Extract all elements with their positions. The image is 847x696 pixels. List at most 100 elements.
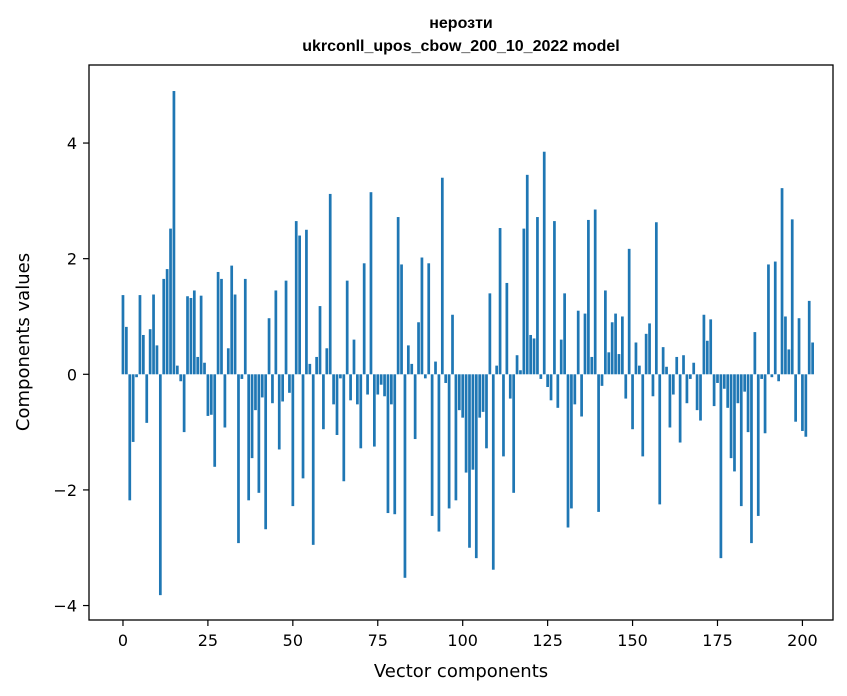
bar xyxy=(587,219,590,375)
bar xyxy=(580,374,583,417)
plot-frame xyxy=(88,64,834,621)
y-tick-label: 0 xyxy=(67,365,77,384)
bar xyxy=(525,174,529,375)
bar xyxy=(770,374,774,378)
bar xyxy=(515,355,519,375)
bar xyxy=(444,374,448,383)
bar xyxy=(807,300,811,375)
bar xyxy=(678,374,682,443)
bar xyxy=(301,374,305,479)
bar xyxy=(230,265,234,375)
chart-subtitle: ukrconll_upos_cbow_200_10_2022 model xyxy=(302,38,619,55)
bar xyxy=(179,374,183,382)
bar xyxy=(729,374,733,459)
bar xyxy=(192,290,196,375)
bar xyxy=(570,374,573,509)
bar xyxy=(797,318,801,375)
bar xyxy=(369,192,373,375)
bar xyxy=(505,282,509,375)
bar xyxy=(410,363,414,375)
y-tick-label: −4 xyxy=(53,597,77,616)
bar xyxy=(427,263,431,375)
bar xyxy=(702,314,706,375)
bar xyxy=(790,219,794,375)
bar xyxy=(631,374,634,430)
bar xyxy=(298,235,301,375)
bar xyxy=(644,333,648,375)
bar xyxy=(546,374,549,388)
bar xyxy=(604,290,607,375)
bar xyxy=(318,306,322,375)
bar xyxy=(746,374,750,433)
bar xyxy=(750,374,753,544)
x-tick-label: 50 xyxy=(283,631,303,650)
bar xyxy=(471,374,475,470)
bar xyxy=(305,229,308,375)
bar xyxy=(254,374,257,411)
bar xyxy=(396,217,400,375)
bar xyxy=(590,356,594,375)
bar xyxy=(325,348,329,375)
bar xyxy=(682,355,685,375)
x-tick-label: 75 xyxy=(368,631,388,650)
bar xyxy=(777,374,780,382)
bar xyxy=(617,354,621,375)
bar xyxy=(393,374,397,515)
bar xyxy=(345,280,349,375)
bar xyxy=(536,217,539,375)
bar xyxy=(692,362,696,375)
bars-group xyxy=(121,91,814,596)
bar xyxy=(787,349,791,375)
bar xyxy=(274,290,278,375)
bar xyxy=(753,332,757,375)
bar xyxy=(454,374,458,501)
bar xyxy=(328,193,332,375)
bar xyxy=(474,374,478,559)
bar xyxy=(131,374,135,442)
bar xyxy=(406,345,410,375)
bar xyxy=(437,374,441,532)
bar xyxy=(529,334,532,375)
bar xyxy=(719,374,723,559)
bar xyxy=(502,374,505,457)
bar xyxy=(736,374,740,404)
bar xyxy=(675,356,679,375)
bar xyxy=(597,374,600,512)
bar xyxy=(627,248,631,375)
bar xyxy=(240,374,244,379)
x-tick-label: 200 xyxy=(787,631,818,650)
bar xyxy=(186,296,189,375)
bar xyxy=(349,374,352,401)
y-axis: −4 −2 0 2 4 xyxy=(53,134,89,616)
bar xyxy=(512,374,516,493)
bar xyxy=(685,374,689,404)
bar xyxy=(811,342,814,375)
bar xyxy=(661,347,665,375)
bar xyxy=(478,374,482,418)
bar xyxy=(658,374,662,505)
bar xyxy=(542,151,546,375)
bar xyxy=(260,374,264,398)
bar xyxy=(573,374,577,405)
y-tick-label: −2 xyxy=(53,481,77,500)
bar xyxy=(733,374,736,472)
bar xyxy=(294,221,298,375)
bar xyxy=(519,370,522,375)
bar xyxy=(148,329,152,375)
bar xyxy=(468,374,471,548)
bar xyxy=(434,361,437,375)
bar xyxy=(216,271,220,375)
bar xyxy=(264,374,268,530)
bar xyxy=(281,374,284,402)
bar xyxy=(668,374,672,428)
bar xyxy=(403,374,407,578)
bar xyxy=(145,374,149,423)
bar xyxy=(440,177,444,375)
bar xyxy=(291,374,295,507)
bar xyxy=(332,374,335,405)
bar xyxy=(556,374,560,408)
bar xyxy=(237,374,240,544)
bar xyxy=(641,374,645,457)
bar xyxy=(142,334,145,375)
bar xyxy=(705,340,709,375)
